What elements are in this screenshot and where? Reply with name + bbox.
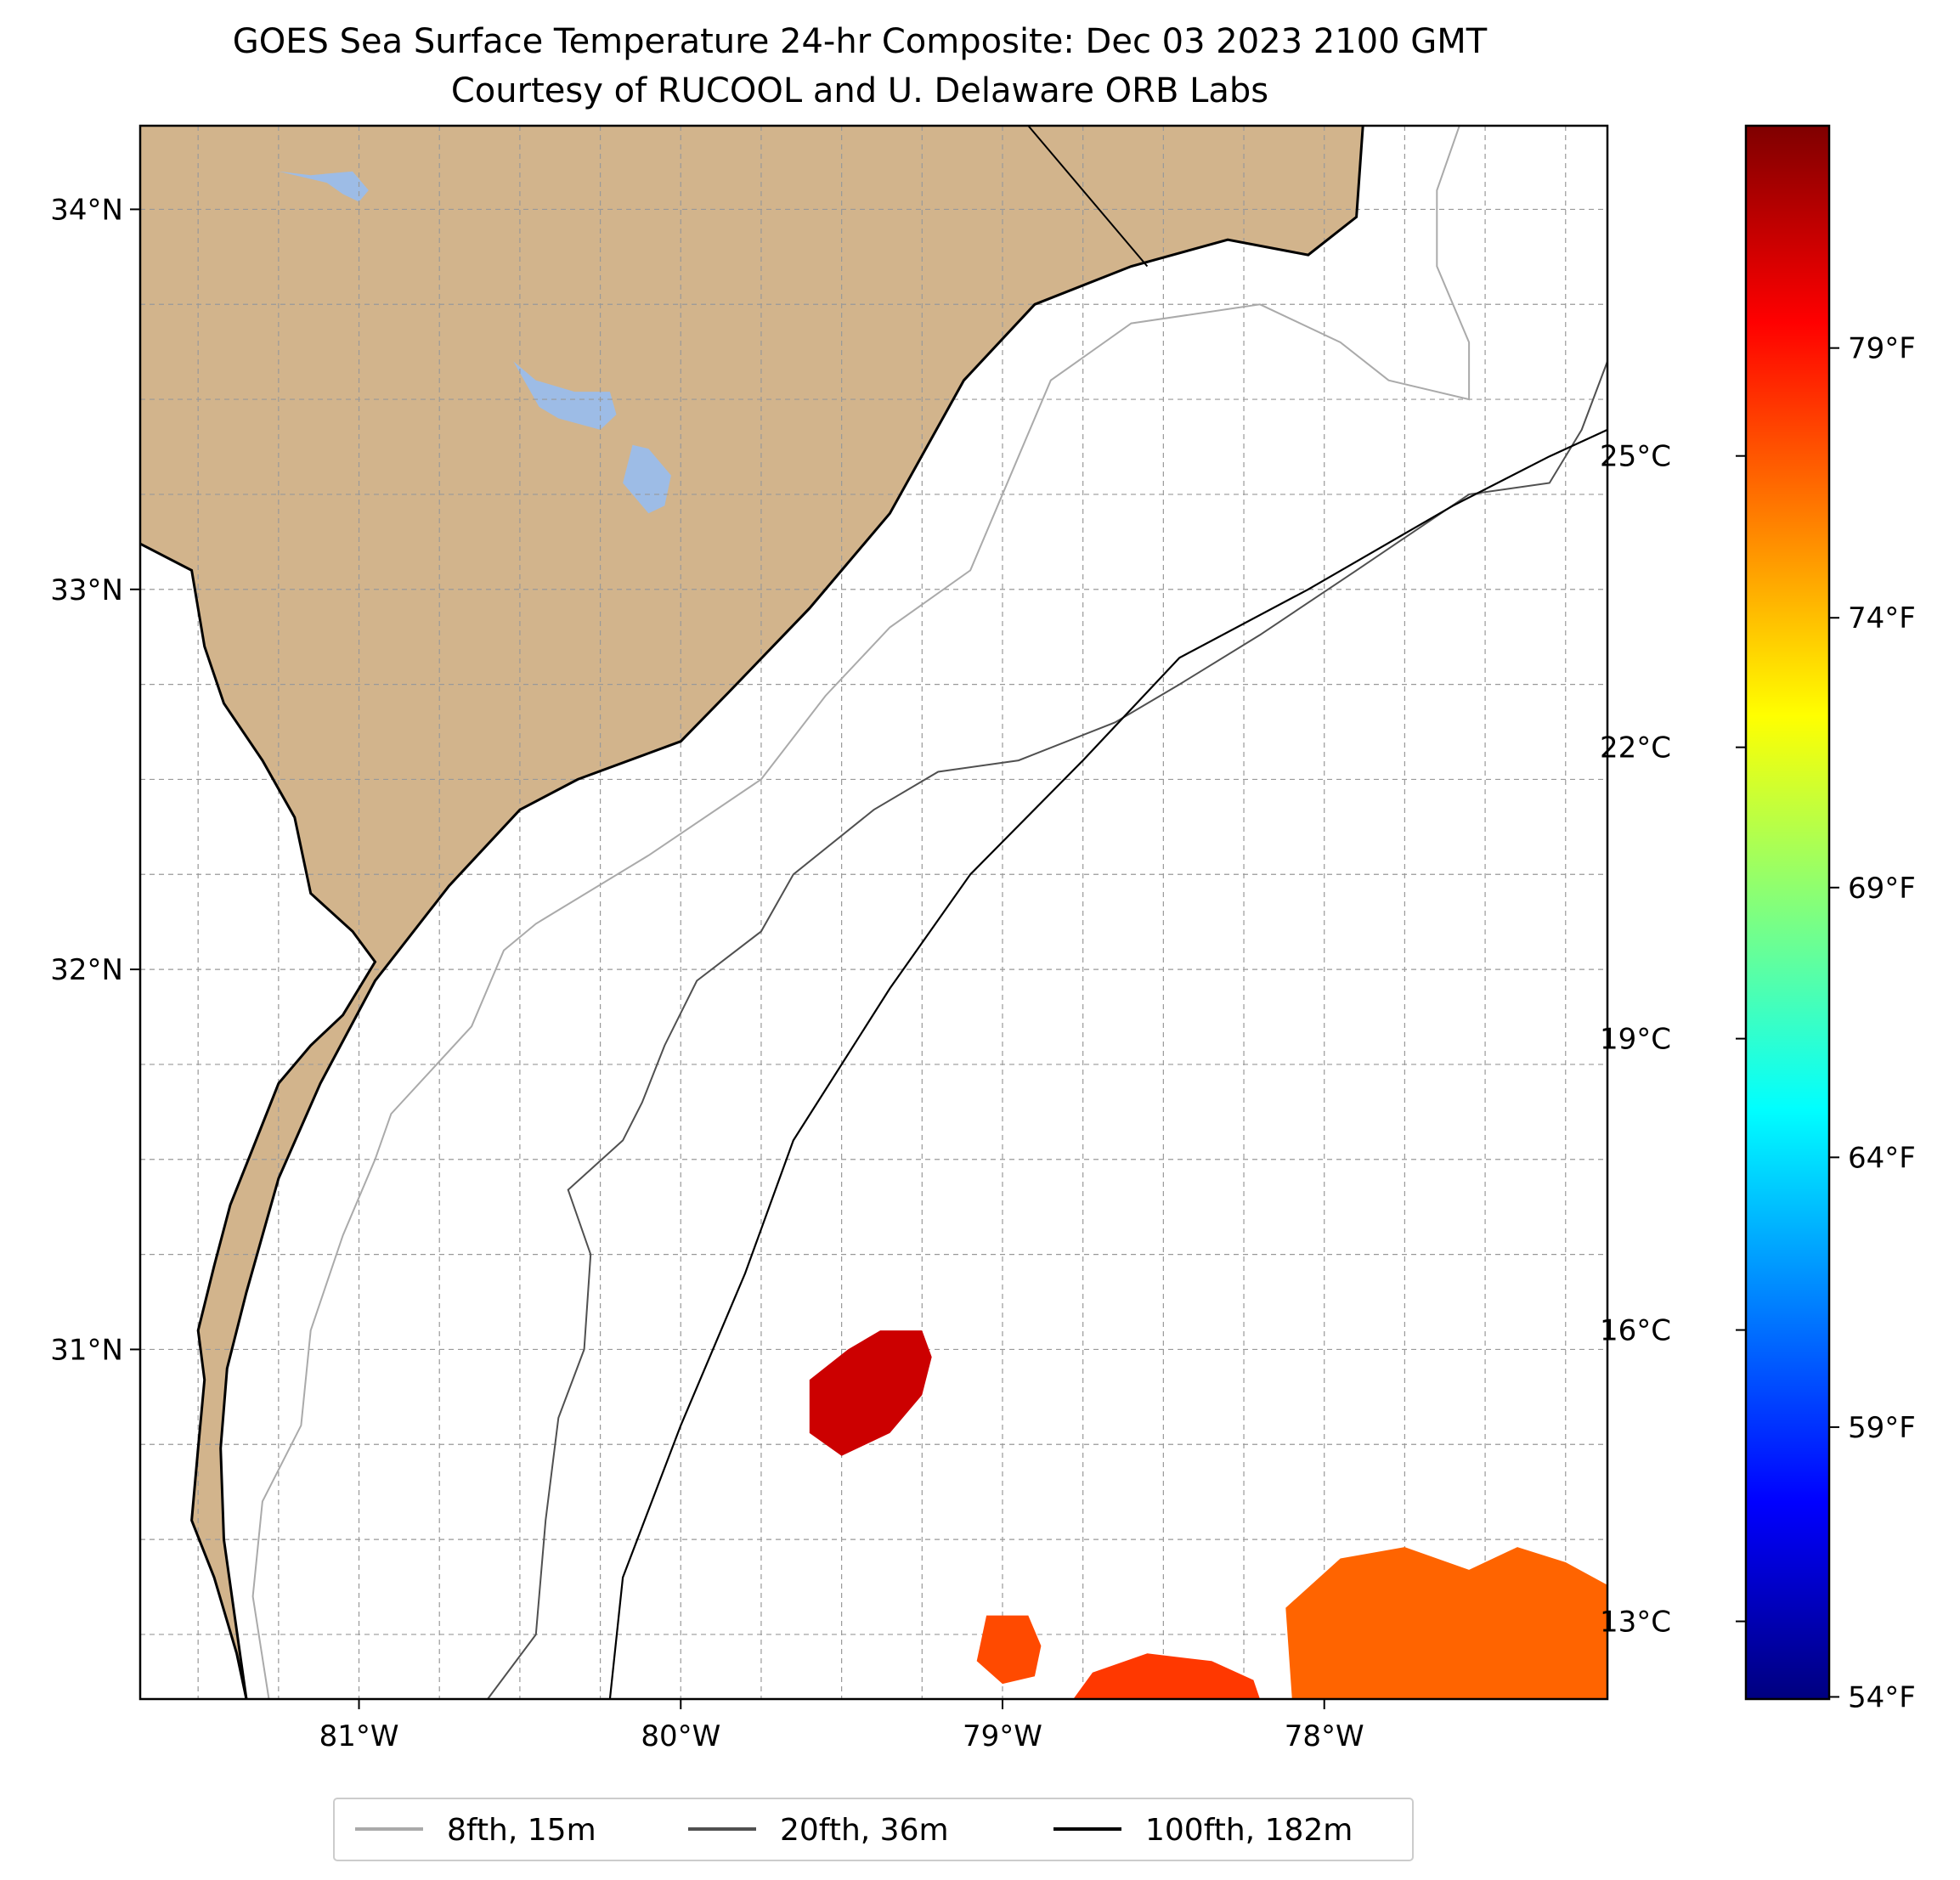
- shoreline: [219, 126, 1364, 1699]
- lon-tick-label: 78°W: [1285, 1719, 1364, 1753]
- fahrenheit-tick-label: 69°F: [1848, 872, 1916, 906]
- coastline: [140, 542, 377, 1699]
- map-title-line2: Courtesy of RUCOOL and U. Delaware ORB L…: [451, 71, 1268, 110]
- legend: 8fth, 15m 20fth, 36m 100fth, 182m: [333, 1798, 1414, 1861]
- map-title-line1: GOES Sea Surface Temperature 24-hr Compo…: [233, 22, 1488, 61]
- lake-2: [623, 444, 671, 514]
- legend-label-20fth: 20fth, 36m: [780, 1813, 949, 1848]
- lat-tick-label: 33°N: [50, 573, 123, 607]
- celsius-tick-label: 16°C: [1600, 1314, 1671, 1348]
- lake-1: [513, 361, 617, 430]
- map-frame: [138, 124, 1609, 1701]
- lat-tick-label: 32°N: [50, 953, 123, 987]
- map-axis-ticks: 81°W 80°W 79°W 78°W 34°N 33°N 32°N 31°N: [50, 193, 1364, 1753]
- lat-lon-grid: [140, 126, 1607, 1699]
- celsius-tick-label: 19°C: [1600, 1023, 1671, 1057]
- state-border: [1027, 126, 1149, 268]
- fahrenheit-tick-label: 64°F: [1848, 1141, 1916, 1175]
- sst-patch-0: [809, 1330, 932, 1456]
- fahrenheit-tick-label: 59°F: [1848, 1411, 1916, 1445]
- sst-patch-1: [976, 1615, 1042, 1685]
- lon-tick-label: 79°W: [963, 1719, 1042, 1753]
- fahrenheit-tick-label: 74°F: [1848, 601, 1916, 635]
- isobath-2: [608, 428, 1607, 1699]
- isobath-0: [251, 126, 1471, 1699]
- land-area: [140, 126, 1364, 1699]
- fahrenheit-tick-label: 79°F: [1848, 332, 1916, 366]
- sst-patch-2: [1073, 1653, 1260, 1699]
- colorbar: 13°C 16°C 19°C 22°C 25°C 54°F 59°F 64°F 69°F 74°F…: [1600, 124, 1916, 1715]
- sst-patches: [809, 1330, 1607, 1699]
- map-layers: [140, 126, 1607, 1699]
- celsius-tick-label: 25°C: [1600, 440, 1671, 474]
- lakes-group: [278, 171, 671, 514]
- colorbar-gradient: [1744, 124, 1831, 1701]
- legend-label-100fth: 100fth, 182m: [1145, 1813, 1353, 1848]
- lat-tick-label: 34°N: [50, 193, 123, 227]
- lon-tick-label: 80°W: [641, 1719, 720, 1753]
- celsius-tick-label: 22°C: [1600, 731, 1671, 765]
- fahrenheit-tick-label: 54°F: [1848, 1680, 1916, 1714]
- lat-tick-label: 31°N: [50, 1333, 123, 1367]
- sst-patch-3: [1285, 1547, 1607, 1699]
- colorbar-ticks: 13°C 16°C 19°C 22°C 25°C 54°F 59°F 64°F 69°F 74°F…: [1600, 332, 1916, 1715]
- legend-label-8fth: 8fth, 15m: [447, 1813, 596, 1848]
- map-panel: 81°W 80°W 79°W 78°W 34°N 33°N 32°N 31°N: [50, 124, 1609, 1753]
- isobath-lines: [251, 126, 1607, 1699]
- lon-tick-label: 81°W: [319, 1719, 399, 1753]
- celsius-tick-label: 13°C: [1600, 1606, 1671, 1640]
- lake-0: [278, 171, 369, 202]
- isobath-1: [487, 361, 1607, 1699]
- legend-box: [333, 1798, 1414, 1861]
